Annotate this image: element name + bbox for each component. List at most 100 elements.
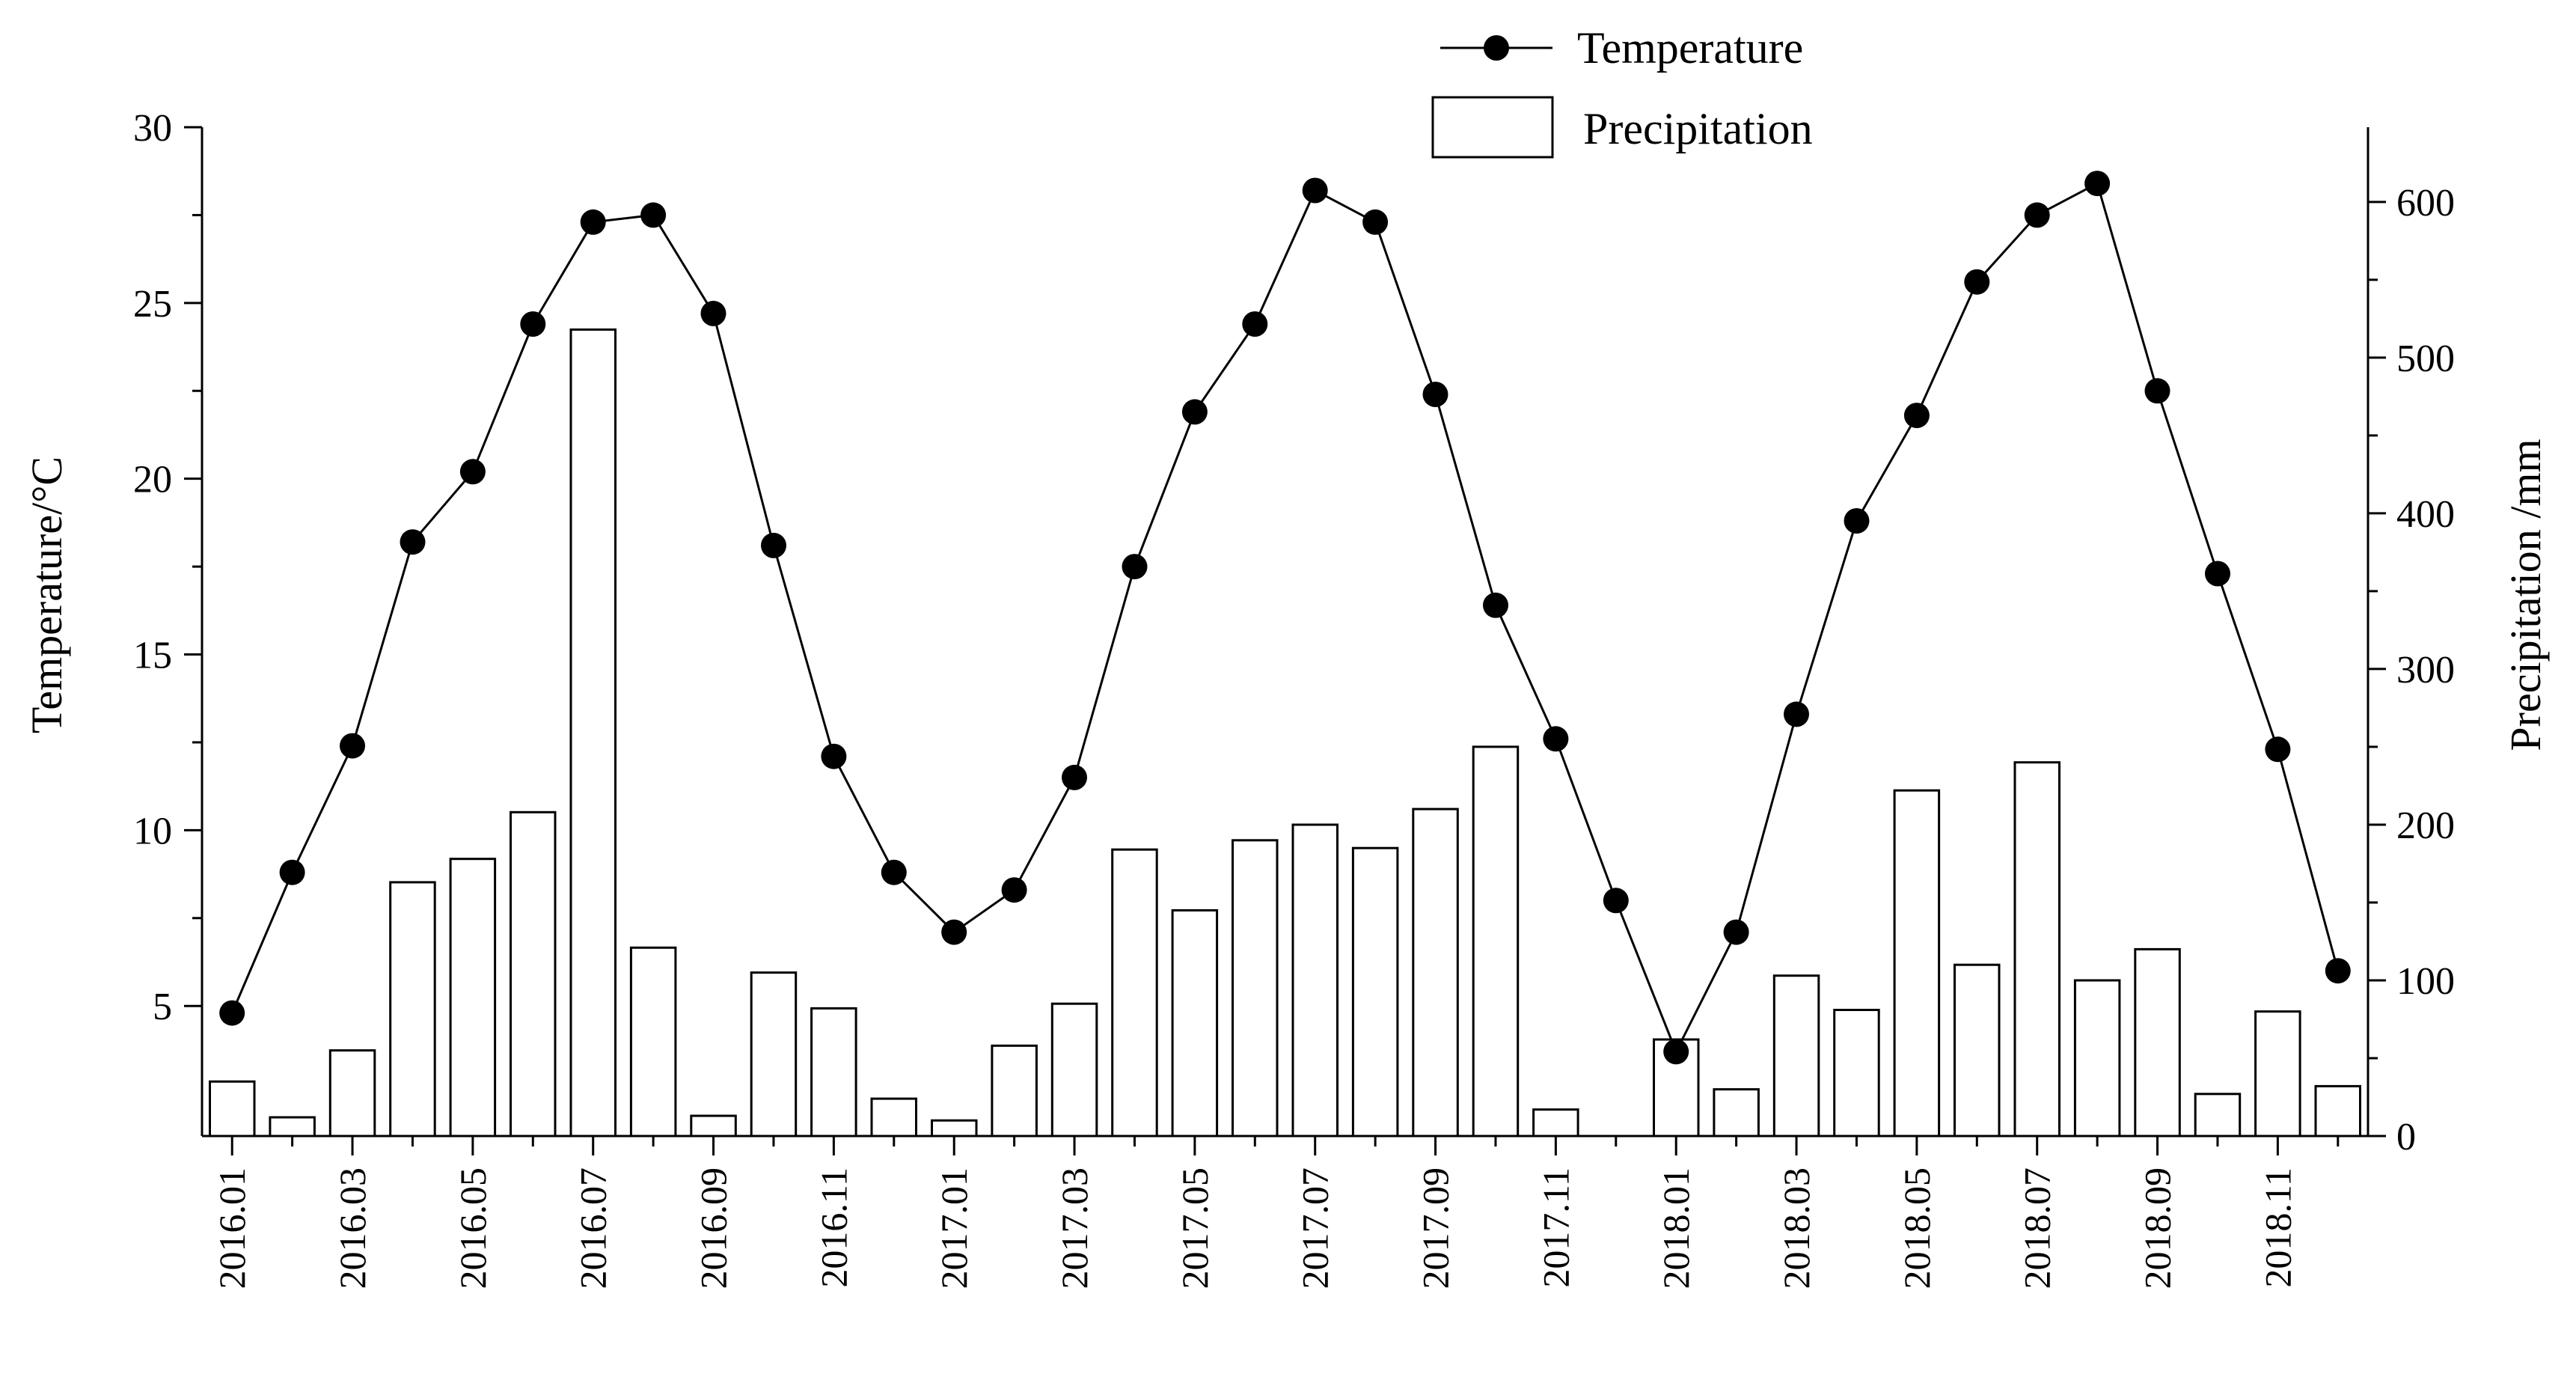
temperature-point-2016.09 xyxy=(700,300,726,326)
precipitation-bar-2016.02 xyxy=(269,1116,316,1138)
precipitation-bar-2017.01 xyxy=(931,1119,978,1138)
temperature-point-2017.06 xyxy=(1242,311,1268,337)
temperature-point-2017.04 xyxy=(1122,554,1148,580)
temperature-point-2018.12 xyxy=(2325,958,2351,984)
precipitation-bar-2016.01 xyxy=(209,1080,256,1138)
precipitation-bar-2017.06 xyxy=(1232,839,1279,1138)
precipitation-bar-2017.11 xyxy=(1532,1108,1579,1138)
precipitation-bar-2018.03 xyxy=(1772,974,1820,1138)
temperature-point-2017.07 xyxy=(1302,177,1328,204)
precipitation-bar-2018.06 xyxy=(1954,963,2001,1138)
precipitation-bar-2018.11 xyxy=(2254,1010,2301,1138)
temperature-point-2016.02 xyxy=(279,859,305,885)
temperature-point-2017.02 xyxy=(1001,877,1027,903)
precipitation-bar-2018.07 xyxy=(2013,761,2061,1138)
precipitation-bar-2017.10 xyxy=(1472,745,1520,1138)
x-tick-label: 2018.03 xyxy=(1775,1167,1817,1289)
y-left-tick-label: 10 xyxy=(133,810,172,852)
precipitation-bar-2016.04 xyxy=(389,881,436,1138)
x-tick-label: 2016.03 xyxy=(331,1167,373,1289)
y-right-tick-label: 300 xyxy=(2396,649,2455,691)
temperature-point-2018.02 xyxy=(1723,919,1749,945)
x-tick-label: 2018.11 xyxy=(2257,1167,2298,1288)
temperature-point-2016.04 xyxy=(400,529,426,555)
precipitation-bar-2016.07 xyxy=(569,328,617,1138)
precipitation-bar-2018.05 xyxy=(1893,789,1941,1138)
x-tick-label: 2016.01 xyxy=(211,1167,253,1289)
temperature-point-2016.07 xyxy=(580,209,606,235)
temperature-point-2018.04 xyxy=(1844,508,1870,534)
x-tick-label: 2016.07 xyxy=(572,1167,614,1289)
legend-precipitation-label: Precipitation xyxy=(1583,104,1813,153)
precipitation-bar-2016.09 xyxy=(690,1114,737,1138)
y-right-axis-title: Precipitation /mm xyxy=(2501,439,2550,751)
x-tick-label: 2016.05 xyxy=(452,1167,494,1289)
precipitation-bar-2017.09 xyxy=(1412,807,1459,1138)
temperature-point-2017.11 xyxy=(1543,726,1569,752)
precipitation-bar-2018.08 xyxy=(2073,979,2121,1138)
temperature-point-2016.03 xyxy=(340,733,365,759)
temperature-point-2018.09 xyxy=(2144,378,2170,404)
y-right-tick-label: 200 xyxy=(2396,804,2455,847)
temperature-point-2017.10 xyxy=(1483,592,1508,618)
precipitation-bar-2018.10 xyxy=(2194,1093,2242,1138)
temperature-point-2018.08 xyxy=(2084,171,2111,197)
precipitation-bar-2017.08 xyxy=(1351,846,1399,1138)
temperature-point-2016.01 xyxy=(219,1000,245,1026)
x-tick-label: 2018.09 xyxy=(2137,1167,2179,1289)
precipitation-bar-2018.09 xyxy=(2134,947,2181,1138)
y-right-tick-label: 600 xyxy=(2396,182,2455,225)
x-tick-label: 2018.07 xyxy=(2016,1167,2058,1289)
x-tick-label: 2017.03 xyxy=(1053,1167,1095,1289)
precipitation-bars xyxy=(209,328,2361,1138)
precipitation-bar-2016.12 xyxy=(870,1097,917,1138)
temperature-point-2018.11 xyxy=(2265,736,2291,763)
temperature-point-2018.07 xyxy=(2024,202,2050,228)
temperature-point-2016.06 xyxy=(520,311,546,337)
temperature-point-2016.11 xyxy=(821,743,847,769)
y-left-tick-label: 20 xyxy=(133,459,172,501)
x-tick-label: 2017.07 xyxy=(1294,1167,1336,1289)
y-right-tick-label: 0 xyxy=(2396,1116,2416,1158)
y-left-tick-label: 15 xyxy=(133,635,172,677)
temperature-point-2017.01 xyxy=(941,919,967,945)
legend-temperature-label: Temperature xyxy=(1577,23,1803,73)
temperature-line xyxy=(219,171,2351,1065)
x-tick-label: 2016.09 xyxy=(693,1167,735,1289)
temperature-point-2017.03 xyxy=(1062,764,1087,790)
precipitation-bar-2017.03 xyxy=(1050,1002,1098,1138)
precipitation-bar-2018.02 xyxy=(1713,1088,1760,1138)
precipitation-bar-2018.04 xyxy=(1833,1009,1880,1138)
precipitation-bar-2017.02 xyxy=(991,1044,1038,1138)
x-tick-label: 2016.11 xyxy=(813,1167,854,1288)
legend-precipitation-swatch xyxy=(1431,96,1554,159)
y-left-axis-title: Temperature/°C xyxy=(22,457,71,733)
x-tick-label: 2017.09 xyxy=(1415,1167,1457,1289)
x-tick-label: 2017.11 xyxy=(1535,1167,1576,1288)
y-right-tick-label: 500 xyxy=(2396,338,2455,380)
y-left-tick-label: 5 xyxy=(153,986,172,1028)
legend: Temperature Precipitation xyxy=(1431,23,1813,159)
x-tick-label: 2017.05 xyxy=(1174,1167,1216,1289)
temperature-point-2017.12 xyxy=(1603,888,1629,914)
y-right-tick-label: 400 xyxy=(2396,493,2455,536)
precipitation-bar-2018.12 xyxy=(2314,1084,2361,1138)
y-left-tick-label: 25 xyxy=(133,283,172,326)
y-left-tick-label: 30 xyxy=(133,107,172,150)
precipitation-bar-2016.06 xyxy=(510,810,557,1138)
precipitation-bar-2016.10 xyxy=(750,971,798,1138)
temperature-point-2018.03 xyxy=(1784,701,1809,727)
x-tick-label: 2018.05 xyxy=(1896,1167,1938,1289)
precipitation-bar-2017.04 xyxy=(1111,848,1158,1138)
temperature-point-2018.06 xyxy=(1964,269,1990,295)
x-tick-label: 2018.01 xyxy=(1655,1167,1697,1289)
temperature-point-2017.05 xyxy=(1181,399,1208,425)
precipitation-bar-2016.11 xyxy=(810,1007,857,1138)
temperature-point-2017.09 xyxy=(1422,382,1448,407)
temperature-point-2018.05 xyxy=(1903,403,1930,429)
temperature-point-2016.10 xyxy=(761,532,786,558)
temperature-point-2018.10 xyxy=(2205,561,2230,587)
